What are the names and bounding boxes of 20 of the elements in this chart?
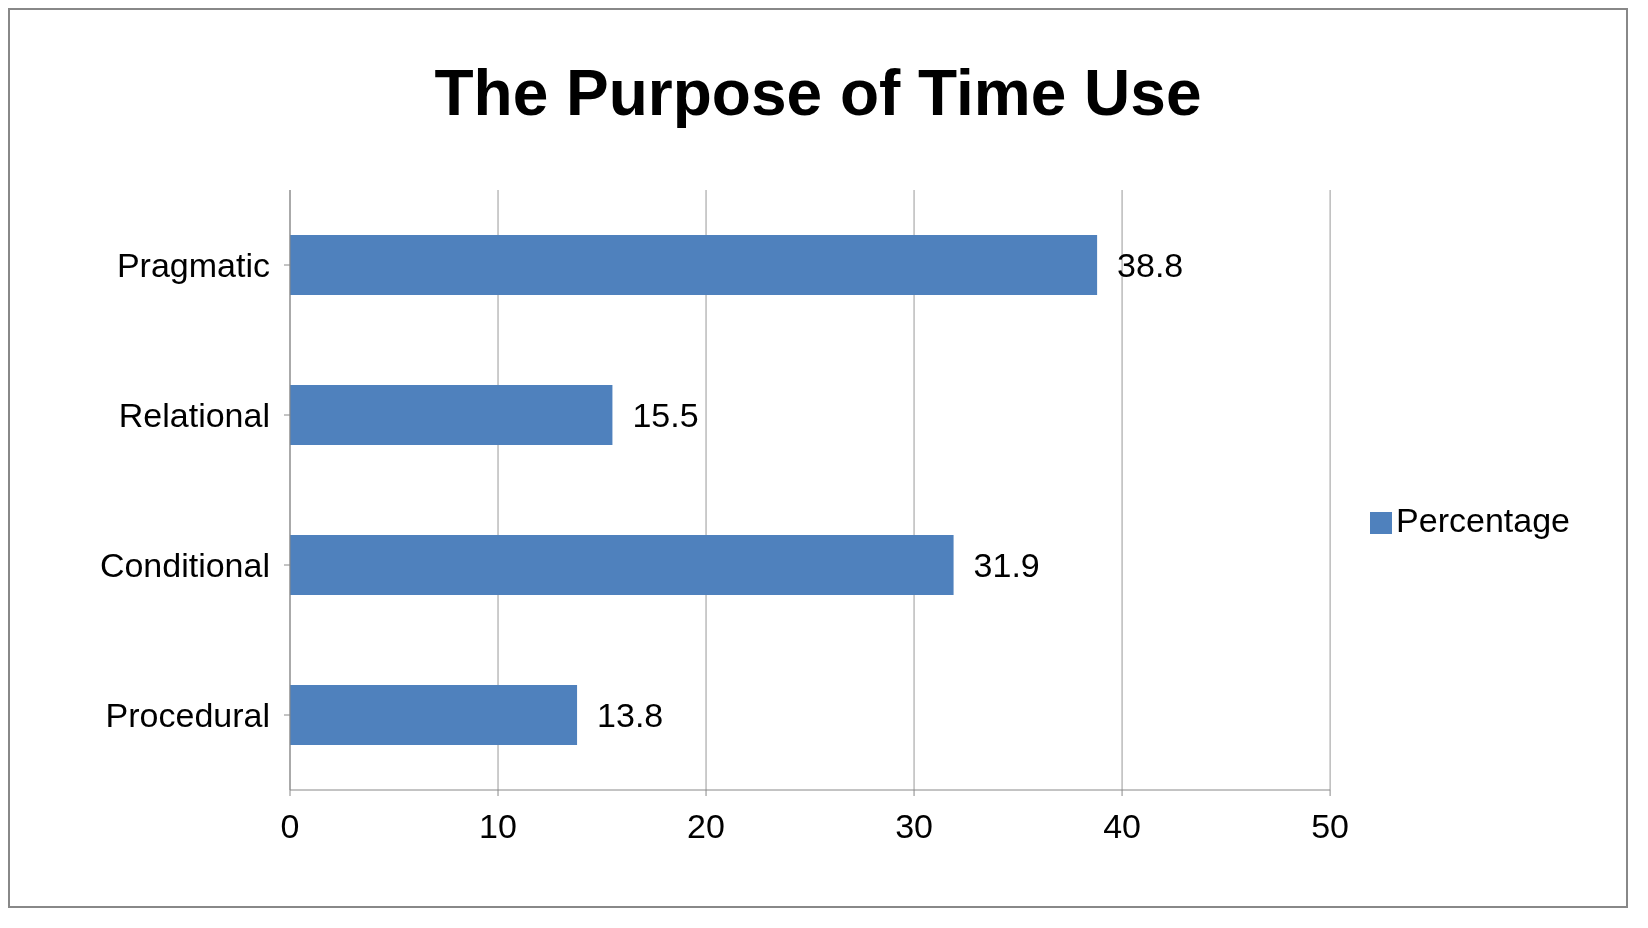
x-tick-label: 30 [895, 807, 933, 846]
y-tick-label: Relational [118, 396, 270, 435]
x-tick-label: 10 [479, 807, 517, 846]
x-tick-label: 40 [1103, 807, 1141, 846]
y-tick-label: Procedural [105, 696, 270, 735]
chart-title: The Purpose of Time Use [433, 56, 1203, 131]
y-tick-label: Pragmatic [116, 246, 270, 285]
x-tick-label: 20 [687, 807, 725, 846]
data-label: 15.5 [632, 396, 699, 435]
bar [290, 535, 954, 595]
data-label: 13.8 [597, 696, 664, 735]
x-tick-label: 0 [280, 807, 300, 846]
data-label: 38.8 [1117, 246, 1184, 285]
bar [290, 235, 1098, 295]
y-tick-label: Conditional [99, 546, 270, 585]
bar [290, 685, 578, 745]
bar [290, 385, 613, 445]
x-tick-label: 50 [1311, 807, 1350, 846]
data-label: 31.9 [973, 546, 1040, 585]
legend-label: Percentage [1396, 500, 1570, 539]
